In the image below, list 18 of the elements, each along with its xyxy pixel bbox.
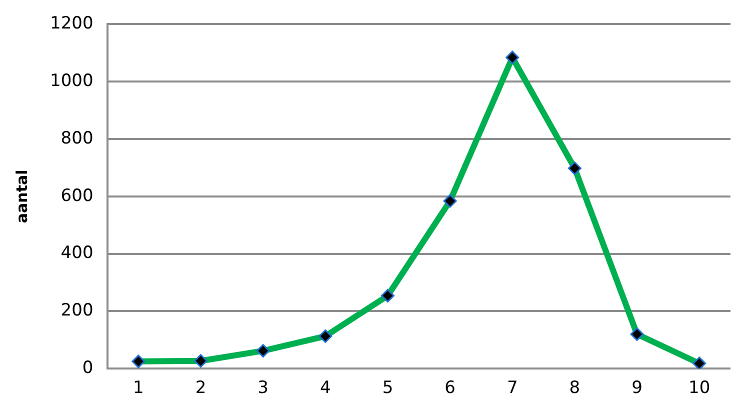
- y-tick-label: 0: [82, 358, 94, 378]
- x-tick-label: 6: [444, 378, 456, 398]
- x-tick-label: 5: [382, 378, 394, 398]
- x-tick-label: 7: [506, 378, 518, 398]
- y-tick-label: 1200: [50, 14, 94, 34]
- y-axis-title: aantal: [12, 170, 31, 224]
- y-tick-label: 400: [60, 243, 94, 264]
- y-tick-label: 200: [60, 300, 94, 321]
- x-tick-label: 2: [195, 378, 206, 398]
- x-tick-label: 9: [632, 378, 642, 398]
- x-tick-label: 1: [133, 378, 144, 398]
- x-tick-label: 10: [688, 378, 710, 398]
- y-tick-label: 1000: [50, 71, 94, 92]
- x-tick-label: 3: [258, 378, 268, 398]
- y-tick-label: 800: [60, 128, 94, 148]
- y-tick-label: 600: [60, 186, 94, 206]
- x-tick-label: 4: [320, 378, 331, 398]
- x-tick-label: 8: [569, 378, 580, 398]
